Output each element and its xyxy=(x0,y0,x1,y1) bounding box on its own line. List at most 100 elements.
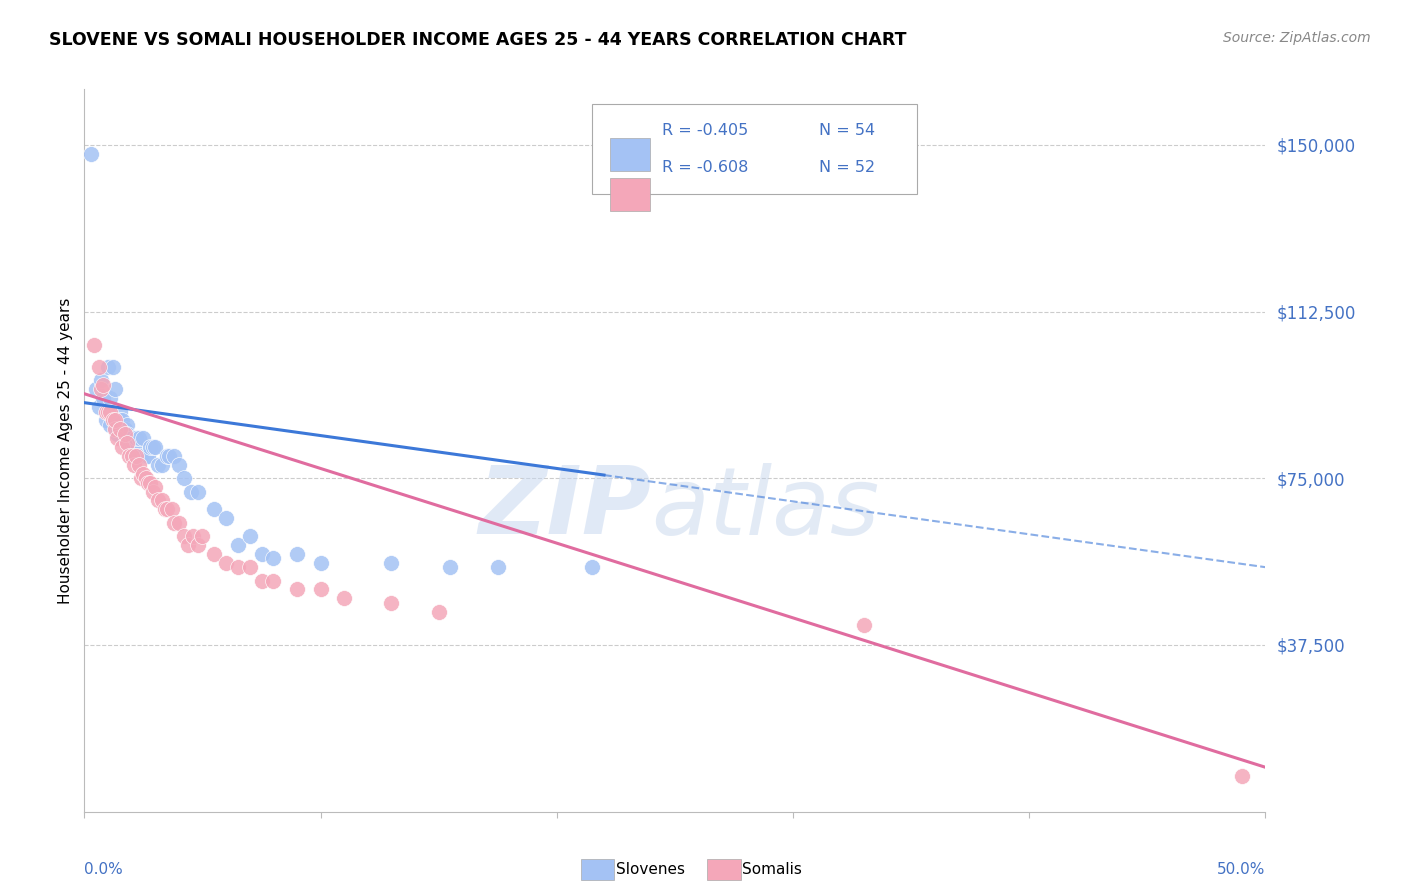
Text: Source: ZipAtlas.com: Source: ZipAtlas.com xyxy=(1223,31,1371,45)
Point xyxy=(187,538,209,552)
Point xyxy=(173,529,195,543)
Text: 50.0%: 50.0% xyxy=(1218,863,1265,878)
Point xyxy=(163,449,186,463)
Text: N = 52: N = 52 xyxy=(818,160,875,175)
Point xyxy=(132,431,155,445)
Text: Somalis: Somalis xyxy=(742,863,803,877)
Point xyxy=(215,556,238,570)
Point xyxy=(108,422,131,436)
Point xyxy=(125,431,148,445)
Point xyxy=(98,404,121,418)
Point xyxy=(581,560,603,574)
Point xyxy=(285,547,308,561)
Y-axis label: Householder Income Ages 25 - 44 years: Householder Income Ages 25 - 44 years xyxy=(58,297,73,604)
Point xyxy=(226,538,249,552)
Point xyxy=(91,377,114,392)
Text: Slovenes: Slovenes xyxy=(616,863,685,877)
Point xyxy=(101,360,124,375)
Point xyxy=(250,547,273,561)
Point xyxy=(111,413,134,427)
Point xyxy=(115,426,138,441)
Point xyxy=(104,382,127,396)
Point xyxy=(215,511,238,525)
FancyBboxPatch shape xyxy=(610,178,650,211)
Point xyxy=(380,556,402,570)
Point xyxy=(142,484,165,499)
Point xyxy=(146,493,169,508)
Point xyxy=(80,146,103,161)
Point xyxy=(108,404,131,418)
Point xyxy=(427,605,450,619)
Point xyxy=(128,458,150,472)
Text: R = -0.405: R = -0.405 xyxy=(662,123,748,138)
Point xyxy=(191,529,214,543)
Point xyxy=(107,426,129,441)
Point xyxy=(285,582,308,597)
Point xyxy=(136,449,159,463)
Point xyxy=(160,502,183,516)
Point xyxy=(146,458,169,472)
Point xyxy=(309,556,332,570)
Point xyxy=(150,493,173,508)
Point xyxy=(262,574,284,588)
Point xyxy=(101,413,124,427)
Point xyxy=(97,404,120,418)
Text: R = -0.608: R = -0.608 xyxy=(662,160,748,175)
Point xyxy=(139,440,162,454)
Point xyxy=(122,458,145,472)
Point xyxy=(98,417,121,432)
Point xyxy=(143,440,166,454)
Point xyxy=(104,413,127,427)
Point xyxy=(98,391,121,405)
Point xyxy=(180,484,202,499)
Point xyxy=(239,560,262,574)
Point xyxy=(104,422,127,436)
Point xyxy=(167,516,190,530)
Point xyxy=(150,458,173,472)
Point xyxy=(250,574,273,588)
Point xyxy=(202,502,225,516)
Text: atlas: atlas xyxy=(651,463,880,554)
Point xyxy=(115,417,138,432)
Point xyxy=(156,502,179,516)
Text: SLOVENE VS SOMALI HOUSEHOLDER INCOME AGES 25 - 44 YEARS CORRELATION CHART: SLOVENE VS SOMALI HOUSEHOLDER INCOME AGE… xyxy=(49,31,907,49)
Point xyxy=(157,449,180,463)
Point xyxy=(94,413,117,427)
Point xyxy=(486,560,509,574)
Point xyxy=(121,431,143,445)
Point xyxy=(143,480,166,494)
Point xyxy=(121,449,143,463)
Point xyxy=(94,404,117,418)
Point xyxy=(84,382,107,396)
Point xyxy=(132,467,155,481)
Point xyxy=(135,471,157,485)
Point xyxy=(129,471,152,485)
Text: 0.0%: 0.0% xyxy=(84,863,124,878)
Point xyxy=(226,560,249,574)
Point xyxy=(380,596,402,610)
Point xyxy=(115,435,138,450)
Point xyxy=(1230,769,1253,783)
Text: N = 54: N = 54 xyxy=(818,123,875,138)
Point xyxy=(309,582,332,597)
Point xyxy=(90,373,112,387)
Point xyxy=(104,413,127,427)
Point xyxy=(139,475,162,490)
Point xyxy=(239,529,262,543)
Point xyxy=(90,382,112,396)
Point xyxy=(107,431,129,445)
Point xyxy=(87,400,110,414)
Point xyxy=(163,516,186,530)
Point xyxy=(118,435,141,450)
FancyBboxPatch shape xyxy=(592,103,917,194)
Point xyxy=(108,413,131,427)
Point xyxy=(135,449,157,463)
Point xyxy=(173,471,195,485)
Point xyxy=(97,360,120,375)
Point xyxy=(142,440,165,454)
Point xyxy=(136,475,159,490)
Point xyxy=(91,391,114,405)
Point xyxy=(121,440,143,454)
Point xyxy=(439,560,461,574)
Point xyxy=(177,538,200,552)
